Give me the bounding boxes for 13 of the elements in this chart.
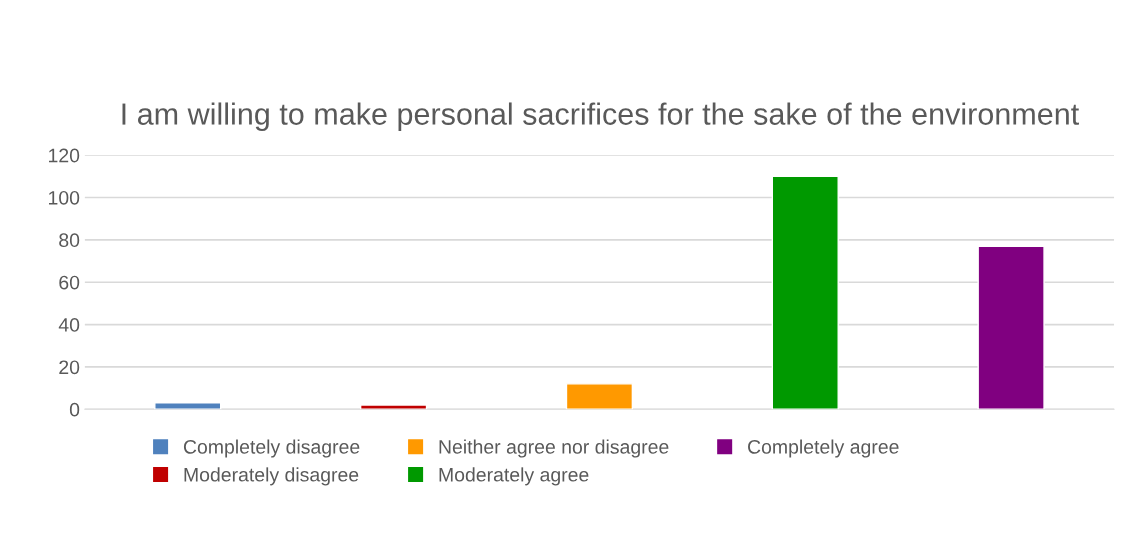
legend-label: Completely disagree	[183, 439, 360, 458]
legend-label: Completely agree	[748, 439, 899, 458]
y-tick-label: 40	[58, 318, 80, 332]
y-tick-label: 60	[59, 275, 80, 290]
legend-label: Moderately agree	[439, 467, 589, 486]
y-tick-label: 120	[49, 148, 80, 163]
y-tick-label: 0	[69, 402, 80, 417]
chart-title: I am willing to make personal sacrifices for the sake of the environment	[122, 102, 1080, 131]
y-tick-label: 100	[49, 190, 80, 205]
legend-label: Neither agree nor disagree	[439, 439, 669, 458]
legend-label: Moderately disagree	[184, 467, 359, 486]
y-tick-label: 20	[59, 360, 80, 375]
y-tick-label: 80	[59, 233, 80, 248]
